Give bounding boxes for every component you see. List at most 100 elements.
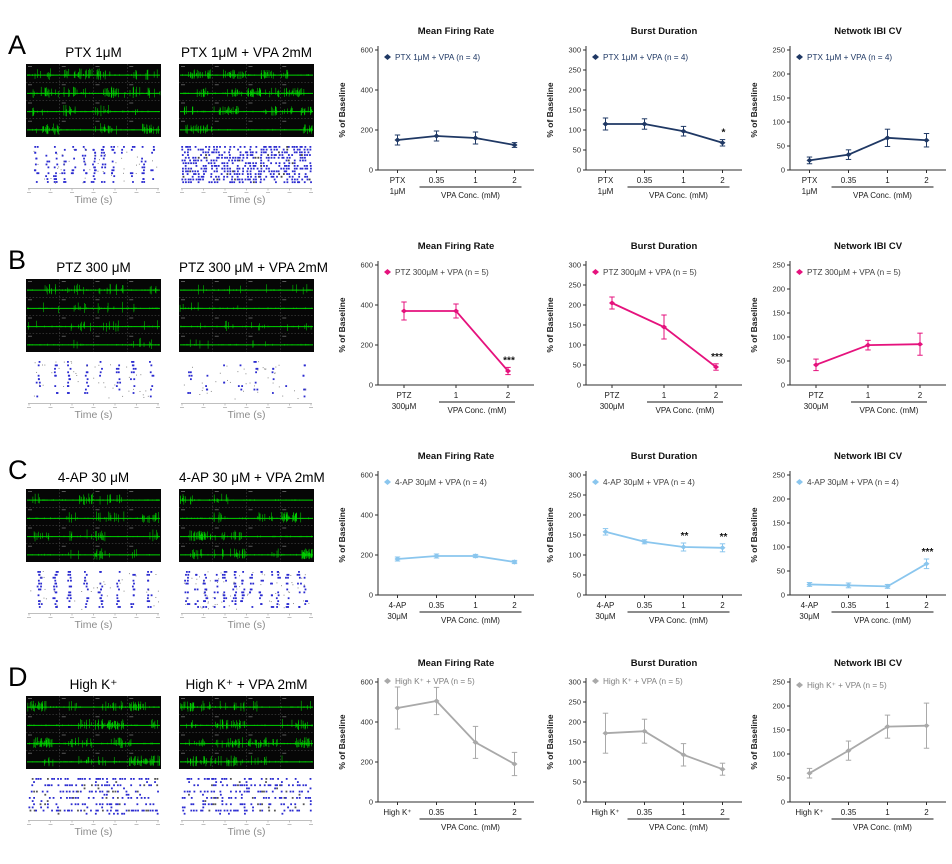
panel-a-chart-network-ibi-cv: Netwotk IBI CV 0 50 100 150 200 250 % of Baseli… [746, 20, 952, 218]
significance-stars: *** [503, 355, 515, 366]
chart-title: Burst Duration [631, 451, 698, 462]
chart-svg: Mean Firing Rate 0 200 400 600 % of Baseline P… [337, 241, 534, 415]
series-line [605, 730, 723, 771]
legend-label: High K⁺ + VPA (n = 5) [807, 681, 887, 690]
data-point-marker [680, 544, 687, 550]
x-tick-label: 4-AP [597, 601, 615, 610]
x-axis-title: VPA Conc. (mM) [448, 406, 507, 415]
panel-c: C 4-AP 30 μM Time (s) 4-AP 30 μM + VPA 2… [0, 445, 952, 657]
y-tick-label: 150 [772, 519, 785, 528]
legend-marker-icon [592, 479, 599, 485]
mea-trace-image [179, 696, 314, 769]
x-tick-label: High K⁺ [591, 808, 619, 817]
panel-b-label: B [8, 245, 27, 275]
data-point-marker [602, 529, 609, 535]
y-tick-label: 0 [577, 591, 581, 600]
x-axis-title: VPA Conc. (mM) [853, 191, 912, 200]
significance-stars: ** [681, 531, 689, 542]
data-point-marker [661, 324, 667, 330]
x-tick-label: 2 [512, 601, 517, 610]
trace-block-ptz-vpa: PTZ 300 μM + VPA 2mM Time (s) [179, 259, 328, 421]
raster-plot-image [179, 359, 314, 409]
panel-c-chart-burst-duration: Burst Duration 0 50 100 150 200 250 300 % of Bas… [542, 445, 748, 643]
y-axis-title: % of Baseline [749, 82, 759, 138]
data-point-marker [609, 300, 615, 306]
x-tick-label: 0.35 [429, 176, 445, 185]
y-tick-label: 200 [568, 511, 581, 520]
legend-label: PTZ 300μM + VPA (n = 5) [395, 268, 489, 277]
x-tick-label: 1 [681, 176, 686, 185]
x-tick-label: 1 [681, 808, 686, 817]
panel-a-label: A [8, 30, 27, 60]
y-tick-label: 300 [568, 471, 581, 480]
y-tick-label: 200 [568, 718, 581, 727]
legend-marker-icon [592, 54, 599, 60]
mea-trace-image [179, 279, 314, 352]
x-axis-title: VPA Conc. (mM) [860, 406, 919, 415]
chart-svg: Mean Firing Rate 0 200 400 600 % of Baseline 4… [337, 451, 534, 625]
legend-label: High K⁺ + VPA (n = 5) [603, 677, 683, 686]
chart-title: Mean Firing Rate [418, 241, 495, 252]
trace-title: PTX 1μM [65, 45, 122, 60]
y-tick-label: 50 [777, 357, 785, 366]
data-point-marker [923, 723, 930, 729]
data-point-marker [433, 553, 440, 559]
chart-svg: Mean Firing Rate 0 200 400 600 % of Baseline P… [337, 26, 534, 200]
data-point-marker [845, 152, 852, 158]
data-point-marker [813, 362, 819, 368]
data-point-marker [680, 752, 687, 758]
significance-stars: *** [711, 352, 723, 363]
y-tick-label: 600 [360, 678, 373, 687]
y-axis-title: % of Baseline [749, 507, 759, 563]
significance-stars: *** [922, 547, 934, 558]
data-point-marker [433, 133, 440, 139]
x-tick-label: High K⁺ [383, 808, 411, 817]
panel-c-chart-mean-firing-rate: Mean Firing Rate 0 200 400 600 % of Baseline 4… [334, 445, 540, 643]
data-point-marker [433, 698, 440, 704]
x-tick-label: 2 [714, 391, 719, 400]
y-tick-label: 250 [568, 698, 581, 707]
x-tick-label: 1 [885, 601, 890, 610]
y-tick-label: 200 [772, 702, 785, 711]
panel-b-chart-burst-duration: Burst Duration 0 50 100 150 200 250 300 % of Bas… [542, 235, 748, 433]
chart-title: Network IBI CV [834, 658, 903, 669]
series-line [404, 310, 509, 372]
trace-title: High K⁺ [69, 677, 118, 692]
y-tick-label: 200 [772, 285, 785, 294]
y-axis-title: % of Baseline [749, 714, 759, 770]
data-point-marker [511, 761, 518, 767]
y-tick-label: 400 [360, 511, 373, 520]
panel-b-chart-network-ibi-cv: Network IBI CV 0 50 100 150 200 250 % of Baseli… [746, 235, 952, 433]
y-tick-label: 50 [573, 361, 581, 370]
y-tick-label: 100 [772, 543, 785, 552]
chart-svg: Network IBI CV 0 50 100 150 200 250 % of Baseli… [749, 451, 946, 625]
x-axis-title: VPA Conc. (mM) [441, 616, 500, 625]
y-tick-label: 150 [568, 738, 581, 747]
data-point-marker [505, 368, 511, 374]
y-tick-label: 100 [772, 333, 785, 342]
y-tick-label: 300 [568, 46, 581, 55]
time-axis-label: Time (s) [227, 826, 266, 838]
mea-trace-image [26, 279, 161, 352]
x-tick-label: 2 [512, 808, 517, 817]
x-tick-label: PTX [598, 176, 614, 185]
chart-svg: Netwotk IBI CV 0 50 100 150 200 250 % of Baseli… [749, 26, 946, 200]
y-tick-label: 0 [577, 381, 581, 390]
chart-title: Network IBI CV [834, 451, 903, 462]
legend-marker-icon [592, 678, 599, 684]
legend-label: 4-AP 30μM + VPA (n = 4) [603, 478, 695, 487]
y-tick-label: 0 [781, 381, 785, 390]
raster-plot-image [179, 144, 314, 194]
x-tick-label-line2: 300μM [804, 402, 829, 411]
x-tick-label: 4-AP [801, 601, 819, 610]
trace-block-ptz: PTZ 300 μM Time (s) [26, 259, 161, 421]
legend-marker-icon [796, 479, 803, 485]
legend-marker-icon [796, 269, 803, 275]
x-tick-label-line2: 30μM [595, 612, 616, 621]
y-tick-label: 100 [568, 126, 581, 135]
chart-title: Netwotk IBI CV [834, 26, 902, 37]
x-tick-label: PTX [802, 176, 818, 185]
x-axis-title: VPA Conc. (mM) [649, 823, 708, 832]
y-tick-label: 150 [568, 106, 581, 115]
data-point-marker [884, 135, 891, 141]
